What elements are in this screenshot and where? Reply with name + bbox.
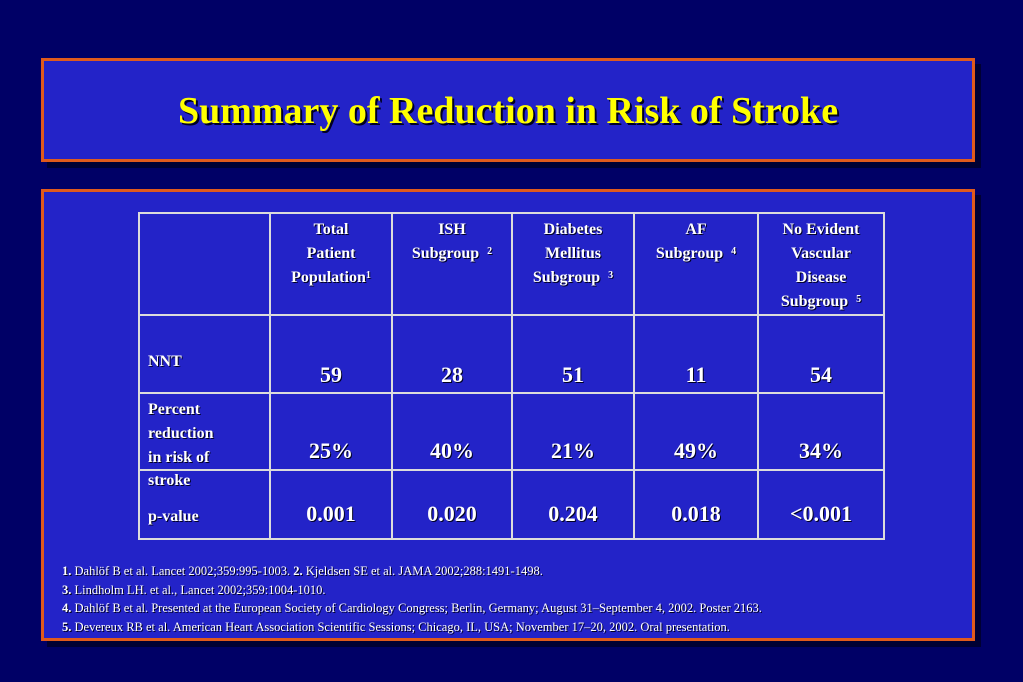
percent-value: 40%: [430, 438, 474, 463]
row-label-cell: Percent reduction in risk of: [138, 392, 271, 471]
references: 1. Dahlöf B et al. Lancet 2002;359:995-1…: [62, 562, 762, 636]
row-label-percent-reduction: Percent reduction in risk of: [148, 401, 214, 466]
footnote-marker: 2: [487, 246, 493, 257]
reference-line: 1. Dahlöf B et al. Lancet 2002;359:995-1…: [62, 562, 762, 581]
value-cell: <0.001: [757, 469, 885, 540]
reference-number: 5.: [62, 619, 72, 634]
header-line: Subgroup 5: [780, 293, 862, 310]
footnote-marker: 5: [856, 294, 862, 305]
slide-title: Summary of Reduction in Risk of Stroke: [177, 90, 839, 132]
reference-text: Devereux RB et al. American Heart Associ…: [71, 619, 730, 634]
footnote-marker: 3: [608, 270, 614, 281]
reference-text: Dahlöf B et al. Lancet 2002;359:995-1003…: [71, 564, 294, 578]
value-cell: 0.020: [391, 469, 513, 540]
header-line: Patient: [306, 245, 356, 262]
row-label-cell: NNT: [138, 314, 271, 394]
title-panel: Summary of Reduction in Risk of Stroke: [41, 58, 975, 162]
table-row: stroke p-value 0.001 0.020 0.204 0.018 <…: [138, 469, 885, 540]
header-line: Population1: [291, 269, 371, 286]
summary-table: Total Patient Population1 ISH Subgroup 2…: [138, 212, 885, 540]
row-label-p-value: p-value: [148, 508, 199, 525]
header-line: Diabetes: [543, 221, 603, 238]
nnt-value: 28: [441, 362, 463, 387]
value-cell: 0.001: [269, 469, 393, 540]
reference-number: 1.: [62, 564, 72, 578]
header-line: Subgroup 4: [655, 245, 737, 262]
reference-number: 4.: [62, 601, 72, 615]
p-value: 0.001: [306, 501, 356, 526]
footnote-marker: 4: [731, 246, 737, 257]
header-line: Vascular: [791, 245, 851, 262]
value-cell: 28: [391, 314, 513, 394]
nnt-value: 54: [810, 362, 832, 387]
reference-line: 3. Lindholm LH. et al., Lancet 2002;359:…: [62, 581, 762, 600]
row-label-stroke: stroke: [148, 472, 191, 489]
corner-cell: [138, 212, 271, 316]
value-cell: 21%: [511, 392, 635, 471]
reference-number: 2.: [293, 564, 303, 578]
reference-line: 5. Devereux RB et al. American Heart Ass…: [62, 618, 762, 637]
p-value: 0.020: [427, 501, 477, 526]
value-cell: 0.204: [511, 469, 635, 540]
header-line: Total: [313, 221, 349, 238]
header-line: ISH: [438, 221, 466, 238]
reference-text: Kjeldsen SE et al. JAMA 2002;288:1491-14…: [302, 564, 543, 578]
p-value: <0.001: [789, 501, 853, 526]
header-cell-af: AF Subgroup 4: [633, 212, 759, 316]
value-cell: 54: [757, 314, 885, 394]
p-value: 0.204: [548, 501, 598, 526]
row-label-nnt: NNT: [148, 353, 182, 370]
header-line: Subgroup 3: [532, 269, 614, 286]
percent-value: 49%: [674, 438, 718, 463]
reference-text: Dahlöf B et al. Presented at the Europea…: [71, 601, 762, 615]
nnt-value: 51: [562, 362, 584, 387]
value-cell: 49%: [633, 392, 759, 471]
reference-text: Lindholm LH. et al., Lancet 2002;359:100…: [71, 582, 326, 597]
header-line: Subgroup 2: [411, 245, 493, 262]
row-label-cell: stroke p-value: [138, 469, 271, 540]
header-line: Mellitus: [545, 245, 601, 262]
reference-number: 3.: [62, 582, 72, 597]
footnote-marker: 1: [365, 270, 371, 281]
value-cell: 11: [633, 314, 759, 394]
table-row: NNT 59 28 51 11 54: [138, 314, 885, 394]
value-cell: 34%: [757, 392, 885, 471]
percent-value: 25%: [309, 438, 353, 463]
header-cell-ish: ISH Subgroup 2: [391, 212, 513, 316]
header-line: No Evident: [782, 221, 860, 238]
nnt-value: 11: [685, 362, 707, 387]
value-cell: 25%: [269, 392, 393, 471]
percent-value: 21%: [551, 438, 595, 463]
header-cell-no-evident: No Evident Vascular Disease Subgroup 5: [757, 212, 885, 316]
percent-value: 34%: [799, 438, 843, 463]
p-value: 0.018: [671, 501, 721, 526]
header-cell-total: Total Patient Population1: [269, 212, 393, 316]
header-line: Disease: [795, 269, 847, 286]
nnt-value: 59: [320, 362, 342, 387]
header-cell-diabetes: Diabetes Mellitus Subgroup 3: [511, 212, 635, 316]
value-cell: 59: [269, 314, 393, 394]
header-row: Total Patient Population1 ISH Subgroup 2…: [138, 212, 885, 316]
content-panel: Total Patient Population1 ISH Subgroup 2…: [41, 189, 975, 641]
value-cell: 0.018: [633, 469, 759, 540]
header-line: AF: [685, 221, 707, 238]
table-row: Percent reduction in risk of 25% 40% 21%…: [138, 392, 885, 471]
value-cell: 40%: [391, 392, 513, 471]
reference-line: 4. Dahlöf B et al. Presented at the Euro…: [62, 599, 762, 618]
value-cell: 51: [511, 314, 635, 394]
